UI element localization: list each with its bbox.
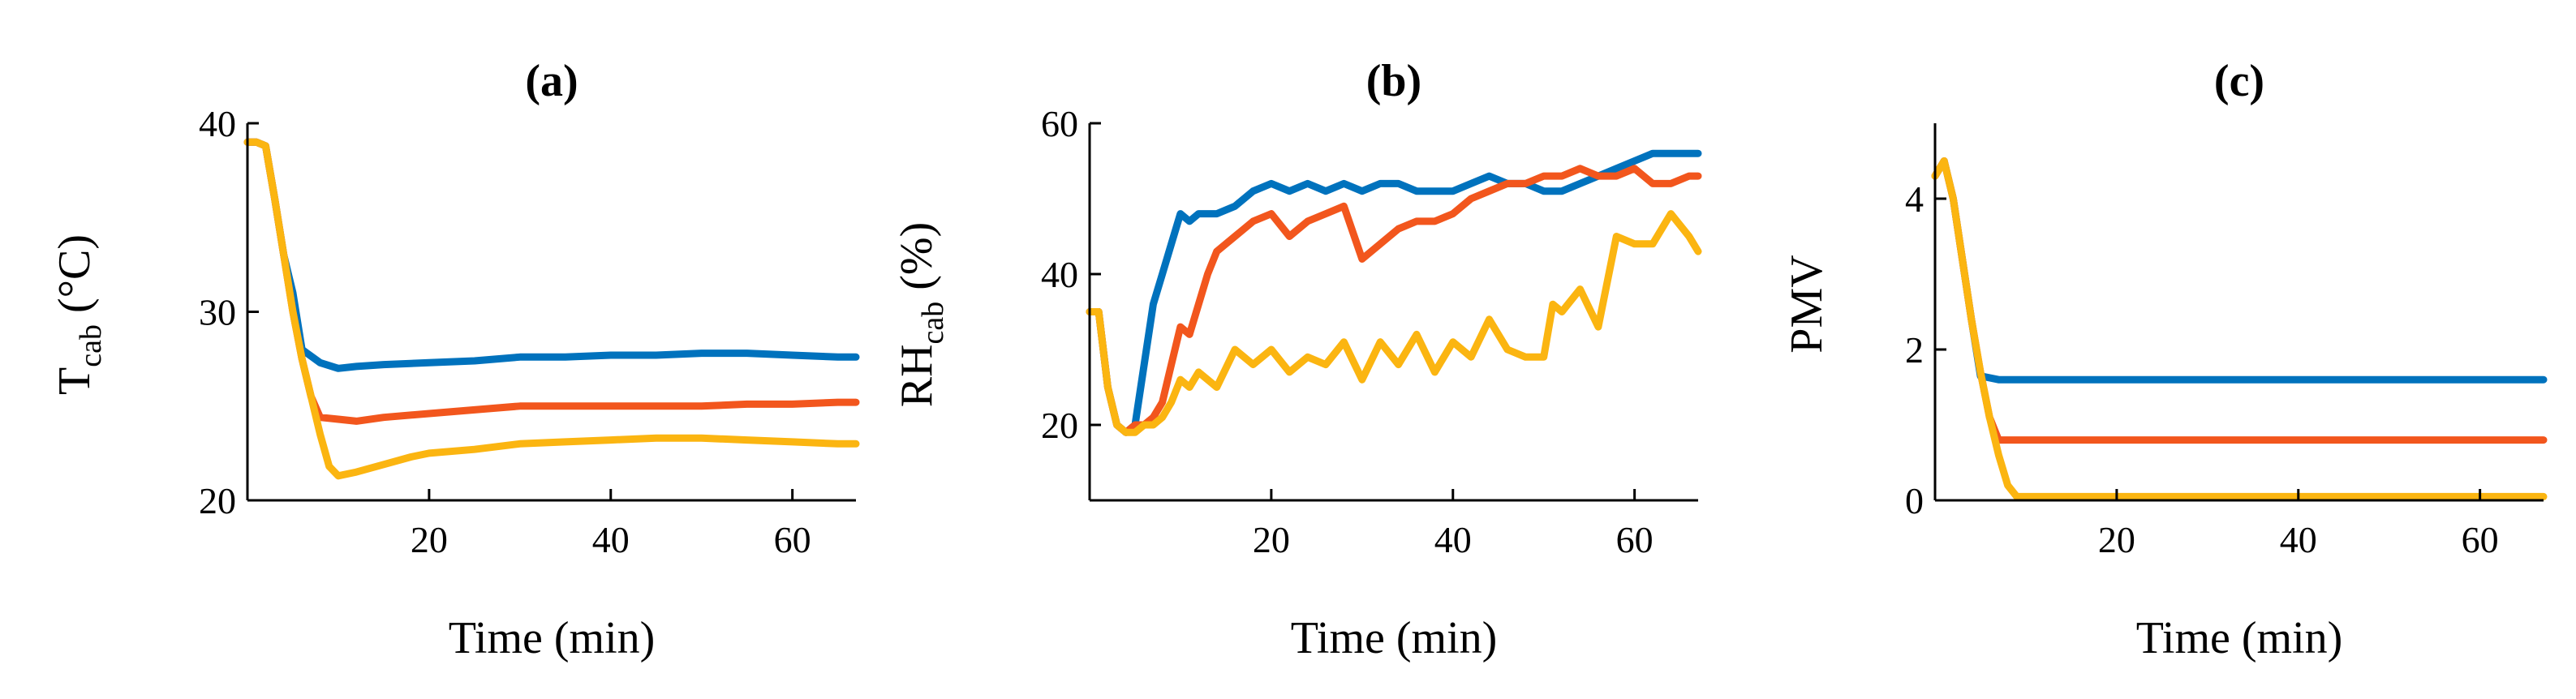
panel-b-title: (b) [1366,56,1421,106]
panel-c-xlabel: Time (min) [2136,613,2343,663]
panel-a-xtick-label: 20 [411,519,448,560]
panel-b-plot: 20 40 60 20 40 60 [1041,103,1702,560]
panel-a-xtick-label: 60 [774,519,811,560]
panel-a-ylabel-unit: (°C) [49,234,100,324]
panel-c-line-series3 [1931,157,2548,500]
panel-c-plot: 20 40 60 0 2 4 [1905,123,2548,560]
panel-b-ylabel: RHcab (%) [892,222,950,407]
panel-a-ytick-label: 40 [199,103,236,144]
panel-b-ylabel-unit: (%) [892,222,942,302]
panel-a-line-series2 [243,138,860,425]
panel-c-ytick-label: 2 [1905,329,1924,371]
panel-b-line-series2 [1086,165,1702,436]
panel-b-ytick-label: 60 [1041,103,1078,144]
panel-a-xlabel: Time (min) [449,613,656,663]
panel-c-xtick-label: 40 [2280,519,2317,560]
panel-b-xtick-label: 60 [1616,519,1654,560]
panel-b-line-series1 [1086,149,1702,436]
panel-c-ylabel-main: PMV [1782,255,1832,353]
panel-c-ylabel: PMV [1782,255,1832,353]
panel-b-ytick-label: 40 [1041,254,1078,295]
panel-a-xtick-label: 40 [592,519,630,560]
panel-c: (c) 20 40 60 0 2 4 Time (min) PMV [1782,56,2548,663]
panel-a-ylabel-main: T [49,367,100,395]
panel-c-ytick-label: 0 [1905,480,1924,521]
panel-a-line-series3 [243,138,860,480]
panel-a-ylabel-sub: cab [74,324,108,367]
panel-b-xlabel: Time (min) [1291,613,1498,663]
panel-a: (a) 20 40 60 20 30 40 Time (min) Tcab (°C) [49,56,860,663]
panel-b: (b) 20 40 60 20 40 60 Time (min) RHcab (%) [892,56,1702,663]
panel-a-line-series1 [243,138,860,372]
panel-b-xtick-label: 20 [1253,519,1290,560]
panel-a-ytick-label: 30 [199,292,236,333]
panel-b-ytick-label: 20 [1041,405,1078,446]
panel-c-line-series1 [1931,157,2548,384]
panel-c-ytick-label: 4 [1905,178,1924,220]
panel-a-title: (a) [525,56,578,106]
panel-c-xtick-label: 60 [2462,519,2499,560]
panel-a-plot: 20 40 60 20 30 40 [199,103,860,560]
panel-c-line-series2 [1931,157,2548,444]
panel-b-line-series3 [1086,210,1702,436]
panel-a-ytick-label: 20 [199,480,236,521]
panel-c-xtick-label: 20 [2098,519,2135,560]
panel-a-ylabel: Tcab (°C) [49,234,108,395]
panel-b-ylabel-main: RH [892,344,942,407]
panel-b-xtick-label: 40 [1434,519,1472,560]
panel-b-ylabel-sub: cab [916,302,950,345]
panel-c-title: (c) [2214,56,2264,106]
